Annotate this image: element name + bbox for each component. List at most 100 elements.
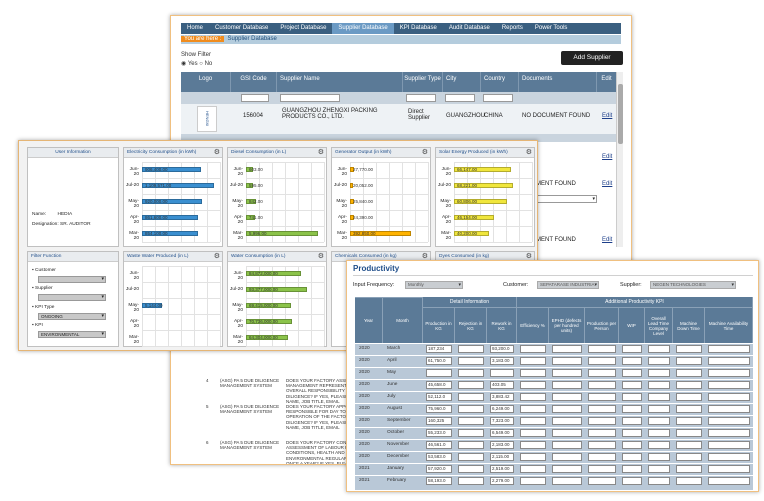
gear-icon[interactable]: ⚙ [213, 253, 220, 260]
kpi-input[interactable] [588, 357, 616, 365]
kpi-input[interactable] [552, 417, 582, 425]
kpi-input[interactable] [588, 417, 616, 425]
kpi-input[interactable] [552, 381, 582, 389]
kpi-input[interactable] [676, 417, 702, 425]
nav-item-power-tools[interactable]: Power Tools [534, 25, 568, 31]
kpi-input[interactable] [676, 453, 702, 461]
bar[interactable] [142, 231, 198, 236]
bar[interactable] [142, 167, 201, 172]
kpi-input[interactable] [520, 345, 546, 353]
bar[interactable] [246, 167, 254, 172]
kpi-input[interactable] [676, 357, 702, 365]
kpi-input[interactable] [622, 429, 642, 437]
kpi-input[interactable] [622, 453, 642, 461]
production-input[interactable]: 53,583.0 [426, 453, 452, 461]
kpi-input[interactable] [622, 441, 642, 449]
nav-item-home[interactable]: Home [187, 25, 204, 31]
bar[interactable] [246, 183, 254, 188]
kpi-input[interactable] [708, 465, 750, 473]
rework-input[interactable]: 403.05 [490, 381, 514, 389]
kpi-input[interactable] [622, 465, 642, 473]
kpi-input[interactable] [520, 465, 546, 473]
rejection-input[interactable] [458, 429, 484, 437]
production-input[interactable]: 55,233.0 [426, 429, 452, 437]
kpi-input[interactable] [648, 441, 670, 449]
kpi-input[interactable] [648, 417, 670, 425]
edit-link[interactable]: Edit [602, 154, 613, 160]
kpi-input[interactable] [552, 465, 582, 473]
bar[interactable] [350, 199, 355, 204]
nav-item-kpi-database[interactable]: KPI Database [399, 25, 437, 31]
kpi-input[interactable] [622, 369, 642, 377]
bar[interactable] [350, 183, 354, 188]
kpi-input[interactable] [552, 369, 582, 377]
kpi-input[interactable] [676, 429, 702, 437]
rejection-input[interactable] [458, 465, 484, 473]
kpi-input[interactable] [520, 369, 546, 377]
kpi-input[interactable] [676, 405, 702, 413]
bar[interactable] [142, 183, 215, 188]
kpi-input[interactable] [552, 477, 582, 485]
nav-item-audit-database[interactable]: Audit Database [448, 25, 490, 31]
rejection-input[interactable] [458, 441, 484, 449]
kpi-input[interactable] [708, 405, 750, 413]
bar[interactable] [142, 215, 198, 220]
kpi-input[interactable] [622, 477, 642, 485]
country-filter-input[interactable] [483, 94, 513, 102]
kpi-input[interactable] [708, 393, 750, 401]
rework-input[interactable]: 3,183.00 [490, 357, 514, 365]
rejection-input[interactable] [458, 453, 484, 461]
kpi-input[interactable] [588, 405, 616, 413]
kpi-input[interactable] [588, 477, 616, 485]
kpi-input[interactable] [588, 441, 616, 449]
kpi-input[interactable] [552, 357, 582, 365]
input-frequency-select[interactable]: Monthly [405, 281, 463, 289]
production-input[interactable]: 61,750.0 [426, 357, 452, 365]
kpi-input[interactable] [708, 441, 750, 449]
production-input[interactable]: 75,960.0 [426, 405, 452, 413]
production-input[interactable]: 45,658.0 [426, 381, 452, 389]
production-input[interactable]: 52,112.0 [426, 393, 452, 401]
kpi-input[interactable] [708, 345, 750, 353]
kpi-input[interactable] [708, 357, 750, 365]
gear-icon[interactable]: ⚙ [525, 253, 532, 260]
bar[interactable] [454, 199, 507, 204]
kpi-input[interactable] [520, 357, 546, 365]
bar[interactable] [142, 303, 163, 308]
kpi-select[interactable]: ENVIRONMENTAL [38, 331, 106, 338]
bar[interactable] [246, 303, 292, 308]
production-input[interactable]: 187,234 [426, 345, 452, 353]
rework-input[interactable]: 3,883.42 [490, 393, 514, 401]
gear-icon[interactable]: ⚙ [317, 149, 324, 156]
kpi-input[interactable] [588, 465, 616, 473]
kpi-input[interactable] [708, 381, 750, 389]
rework-input[interactable]: 6,249.00 [490, 405, 514, 413]
kpi-input[interactable] [708, 369, 750, 377]
supplier-name-filter-input[interactable] [280, 94, 340, 102]
city-filter-input[interactable] [445, 94, 475, 102]
edit-link[interactable]: Edit [602, 237, 613, 243]
kpi-input[interactable] [588, 453, 616, 461]
nav-item-supplier-database[interactable]: Supplier Database [332, 23, 394, 34]
kpi-input[interactable] [520, 417, 546, 425]
kpi-input[interactable] [622, 381, 642, 389]
kpi-input[interactable] [588, 369, 616, 377]
bar[interactable] [454, 215, 494, 220]
bar[interactable] [454, 231, 489, 236]
table-scrollbar[interactable] [616, 72, 623, 247]
kpi-input[interactable] [648, 345, 670, 353]
kpi-input[interactable] [648, 381, 670, 389]
production-input[interactable]: 46,561.0 [426, 441, 452, 449]
rework-input[interactable]: 93,200.0 [490, 345, 514, 353]
kpi-input[interactable] [552, 405, 582, 413]
bar[interactable] [350, 167, 355, 172]
kpi-input[interactable] [648, 429, 670, 437]
bar[interactable] [246, 319, 292, 324]
kpi-input[interactable] [520, 393, 546, 401]
kpi-input[interactable] [676, 441, 702, 449]
rejection-input[interactable] [458, 405, 484, 413]
kpi-input[interactable] [552, 441, 582, 449]
kpi-input[interactable] [622, 357, 642, 365]
radio-no-icon[interactable]: ○ [199, 61, 203, 67]
kpi-input[interactable] [588, 345, 616, 353]
